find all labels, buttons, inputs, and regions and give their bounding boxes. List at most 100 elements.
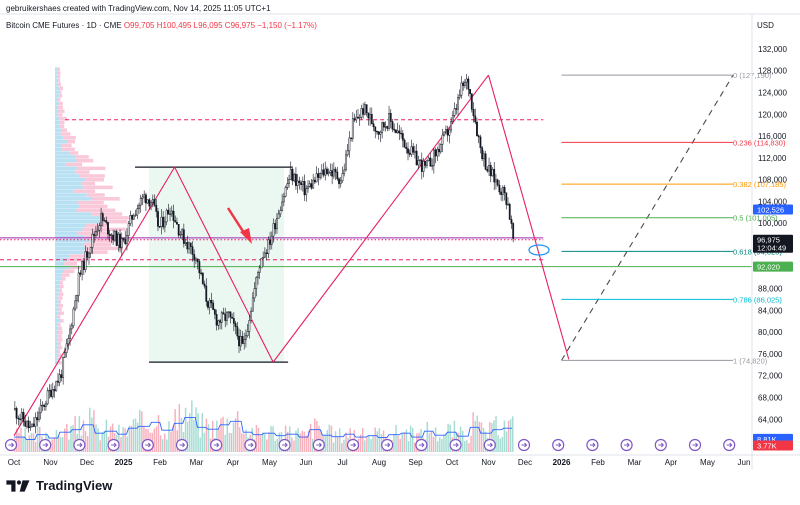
candle-down [291, 168, 294, 182]
candle-down [224, 313, 227, 321]
volume-bar [86, 436, 89, 452]
candle-up [282, 196, 285, 203]
candle-up [169, 213, 171, 216]
volume-bar [103, 430, 106, 452]
profile-bar-up [55, 193, 87, 197]
volume-bar [178, 404, 181, 452]
currency-label[interactable]: USD [757, 21, 774, 30]
profile-bar-up [55, 353, 59, 357]
candle-down [15, 408, 18, 419]
candle-up [491, 169, 494, 177]
volume-bar [143, 426, 145, 452]
profile-bar-down [82, 227, 126, 232]
y-tick-label: 64,000 [758, 415, 783, 424]
candle-down [365, 104, 368, 114]
candle-up [267, 239, 270, 254]
tradingview-logo[interactable]: TradingView [6, 478, 112, 493]
candle-up [70, 325, 73, 330]
candle-down [153, 199, 156, 206]
candle-down [446, 128, 449, 136]
annotation-arrow-head [240, 228, 252, 244]
trendline-uptrend-main [272, 74, 489, 363]
candle-up [281, 201, 284, 211]
candle-up [432, 149, 435, 166]
volume-bar [395, 425, 397, 452]
y-tick-label: 128,000 [758, 67, 787, 76]
volume-bar [268, 432, 270, 452]
profile-bar-up [55, 345, 59, 350]
volume-bar [39, 426, 41, 452]
volume-bar [426, 421, 429, 452]
x-tick-label: Feb [591, 458, 605, 467]
volume-bar [461, 430, 464, 452]
candle-up [260, 258, 263, 269]
candle-down [177, 224, 180, 236]
volume-bar [374, 427, 376, 452]
candle-down [424, 160, 427, 166]
profile-bar-up [55, 349, 59, 354]
candle-up [220, 312, 223, 323]
volume-bar [305, 435, 308, 452]
candle-down [86, 251, 89, 258]
profile-bar-up [55, 326, 59, 331]
profile-bar-down [59, 116, 67, 121]
profile-bar-up [55, 288, 60, 293]
candle-down [382, 122, 385, 128]
volume-bar [70, 426, 72, 452]
volume-bar [184, 407, 187, 452]
volume-bar [66, 423, 68, 452]
profile-bar-up [55, 235, 85, 239]
candle-up [329, 170, 332, 173]
candle-up [286, 183, 289, 188]
volume-bar [441, 439, 443, 452]
candle-down [203, 283, 206, 287]
volume-bar [464, 441, 466, 452]
volume-bar [303, 431, 306, 452]
candle-down [489, 165, 492, 177]
event-arrow-icon [76, 442, 83, 448]
candle-down [398, 130, 401, 134]
candle-down [174, 220, 177, 223]
profile-bar-down [66, 139, 75, 144]
event-arrow-icon [316, 442, 323, 448]
volume-bar [361, 427, 364, 452]
volume-bar [507, 420, 510, 452]
candle-up [67, 338, 70, 345]
volume-bar [18, 432, 20, 452]
candle-down [503, 187, 506, 194]
volume-bar [491, 423, 493, 452]
volume-bar [20, 427, 22, 452]
candle-up [507, 203, 509, 206]
profile-bar-up [55, 200, 78, 205]
volume-bar [22, 437, 24, 452]
profile-bar-down [77, 200, 104, 205]
volume-bar [359, 434, 362, 452]
candle-up [324, 168, 327, 176]
profile-bar-down [57, 322, 61, 327]
volume-bar [489, 422, 491, 452]
profile-bar-down [58, 341, 61, 346]
profile-bar-up [55, 250, 84, 254]
volume-bar [311, 438, 314, 452]
volume-bar [226, 418, 229, 452]
profile-bar-up [55, 120, 60, 125]
candle-up [163, 221, 166, 228]
profile-bar-down [57, 113, 63, 117]
profile-bar-down [60, 280, 64, 285]
candle-up [460, 82, 463, 96]
volume-profile [55, 67, 129, 365]
candle-down [429, 157, 432, 167]
candle-up [138, 204, 140, 209]
volume-bar [430, 431, 433, 452]
profile-bar-up [55, 78, 59, 83]
volume-bar [78, 416, 81, 452]
volume-bar [164, 433, 166, 452]
profile-bar-up [55, 204, 79, 209]
candle-down [60, 374, 63, 378]
candle-down [207, 301, 209, 308]
candle-down [193, 254, 196, 261]
symbol-title[interactable]: Bitcoin CME Futures · 1D · CME [6, 21, 122, 30]
profile-bar-down [101, 219, 128, 224]
profile-bar-up [55, 185, 83, 190]
